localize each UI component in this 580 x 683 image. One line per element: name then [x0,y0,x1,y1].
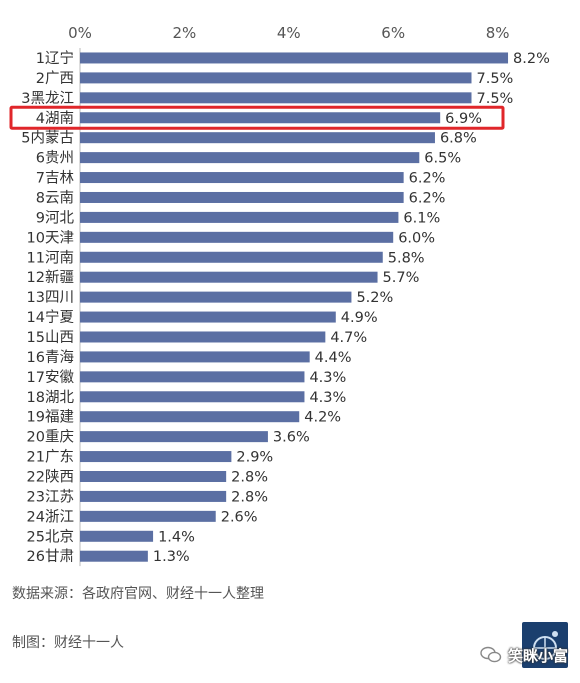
value-label: 5.2% [356,290,393,306]
value-label: 2.8% [231,489,268,505]
bar [80,191,404,203]
wechat-icon [480,646,502,663]
category-label: 24浙江 [27,508,74,525]
value-label: 1.4% [158,529,195,545]
category-label: 26甘肃 [27,548,74,565]
value-label: 6.8% [440,131,477,147]
value-label: 6.5% [424,151,461,167]
bar [80,351,310,363]
category-label: 21广东 [27,449,74,466]
bar [80,291,352,303]
bar [80,271,378,283]
bar [80,371,305,383]
value-label: 5.8% [388,250,425,266]
source-note: 数据来源：各政府官网、财经十一人整理 [12,586,264,602]
x-tick-label: 2% [173,24,197,42]
category-label: 22陕西 [27,468,74,485]
value-label: 2.6% [221,509,258,525]
value-label: 6.2% [409,171,446,187]
category-label: 3黑龙江 [21,90,74,107]
x-tick-label: 6% [381,24,405,42]
watermark-text: 笑眯小富 [508,647,569,665]
bar [80,152,420,164]
bar [80,470,227,482]
value-label: 7.5% [477,91,514,107]
x-tick-label: 8% [486,24,510,42]
bar-chart: 0% 2% 4% 6% 8% 1辽宁 8.2% 2广西 7.5% 3黑龙江 7.5% 4湖南 6.9% 5… [9,24,550,567]
bar [80,451,232,463]
category-label: 25北京 [27,528,74,545]
category-label: 19福建 [27,409,74,426]
value-label: 4.3% [309,370,346,386]
category-label: 7吉林 [36,170,75,187]
bar [80,510,216,522]
value-label: 4.3% [309,390,346,406]
value-label: 3.6% [273,430,310,446]
category-label: 8云南 [36,189,74,206]
bar [80,331,326,343]
bar [80,550,148,562]
bar [80,92,472,104]
bar [80,52,509,64]
bar [80,211,399,223]
category-label: 12新疆 [27,269,74,286]
value-label: 6.1% [403,210,440,226]
bar [80,391,305,403]
bar [80,112,441,124]
category-label: 16青海 [27,349,74,366]
category-label: 5内蒙古 [21,130,74,147]
bar [80,490,227,502]
value-label: 7.5% [477,71,514,87]
bar [80,411,300,423]
bar [80,431,268,443]
bar [80,231,394,243]
value-label: 4.7% [330,330,367,346]
value-label: 4.4% [315,350,352,366]
highlight-box [9,105,505,130]
value-label: 4.2% [304,410,341,426]
category-label: 23江苏 [27,488,74,505]
category-label: 11河南 [27,249,74,266]
value-label: 1.3% [153,549,190,565]
value-label: 6.2% [409,190,446,206]
category-label: 20重庆 [27,429,74,446]
value-label: 5.7% [383,270,420,286]
bar [80,172,404,184]
category-label: 2广西 [36,70,74,87]
category-label: 10天津 [27,229,74,246]
value-label: 2.8% [231,469,268,485]
value-label: 6.0% [398,230,435,246]
category-label: 14宁夏 [27,309,75,326]
value-label: 4.9% [341,310,378,326]
globe-logo [522,622,568,668]
x-tick-label: 0% [68,24,92,42]
value-label: 8.2% [513,51,550,67]
bar [80,311,336,323]
value-label: 2.9% [236,450,273,466]
category-label: 1辽宁 [36,50,74,67]
bar [80,132,435,144]
bar [80,72,472,84]
bar [80,251,383,263]
bar [80,530,154,542]
category-label: 6贵州 [36,150,74,167]
category-label: 13四川 [27,290,74,306]
category-label: 9河北 [36,209,75,226]
category-label: 17安徽 [27,369,75,386]
chart-maker-note: 制图：财经十一人 [12,635,124,651]
category-label: 15山西 [27,329,74,346]
category-label: 4湖南 [36,110,74,127]
value-label: 6.9% [445,111,482,127]
x-tick-label: 4% [277,24,301,42]
category-label: 18湖北 [27,389,75,406]
